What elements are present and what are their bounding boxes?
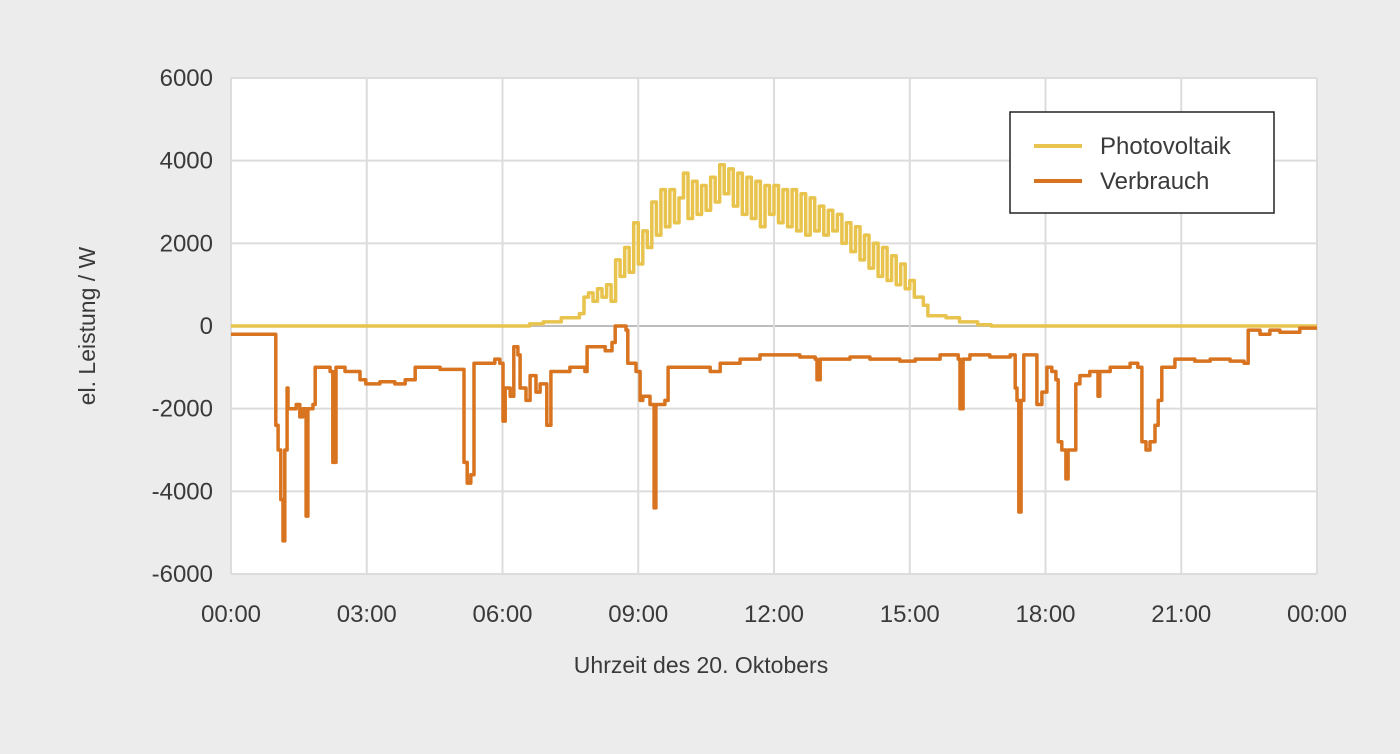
x-tick-labels: 00:00 03:00 06:00 09:00 12:00 15:00 18:00 21:00…	[201, 601, 1347, 628]
y-tick-label: -4000	[152, 478, 213, 505]
x-tick-label: 00:00	[201, 601, 261, 628]
x-tick-label: 00:00	[1287, 601, 1347, 628]
x-axis-label: Uhrzeit des 20. Oktobers	[574, 652, 828, 678]
x-tick-label: 09:00	[608, 601, 668, 628]
legend-label-photovoltaik: Photovoltaik	[1100, 133, 1232, 160]
series-line-photovoltaik	[231, 163, 1317, 328]
y-tick-label: 2000	[160, 230, 213, 257]
y-tick-labels: 6000 4000 2000 0 -2000 -4000 -6000	[152, 65, 213, 588]
x-tick-label: 06:00	[472, 601, 532, 628]
y-tick-label: -6000	[152, 561, 213, 588]
x-tick-label: 12:00	[744, 601, 804, 628]
y-tick-label: 6000	[160, 65, 213, 92]
legend: Photovoltaik Verbrauch	[1009, 111, 1275, 214]
y-tick-label: -2000	[152, 396, 213, 423]
x-tick-label: 15:00	[880, 601, 940, 628]
x-tick-label: 21:00	[1151, 601, 1211, 628]
legend-box	[1009, 111, 1275, 214]
series-line-verbrauch	[231, 324, 1317, 543]
x-tick-label: 03:00	[337, 601, 397, 628]
legend-label-verbrauch: Verbrauch	[1100, 168, 1209, 195]
x-tick-label: 18:00	[1015, 601, 1075, 628]
y-tick-label: 0	[200, 313, 213, 340]
series-lines	[231, 163, 1317, 543]
y-axis-label: el. Leistung / W	[74, 246, 100, 405]
y-tick-label: 4000	[160, 148, 213, 175]
